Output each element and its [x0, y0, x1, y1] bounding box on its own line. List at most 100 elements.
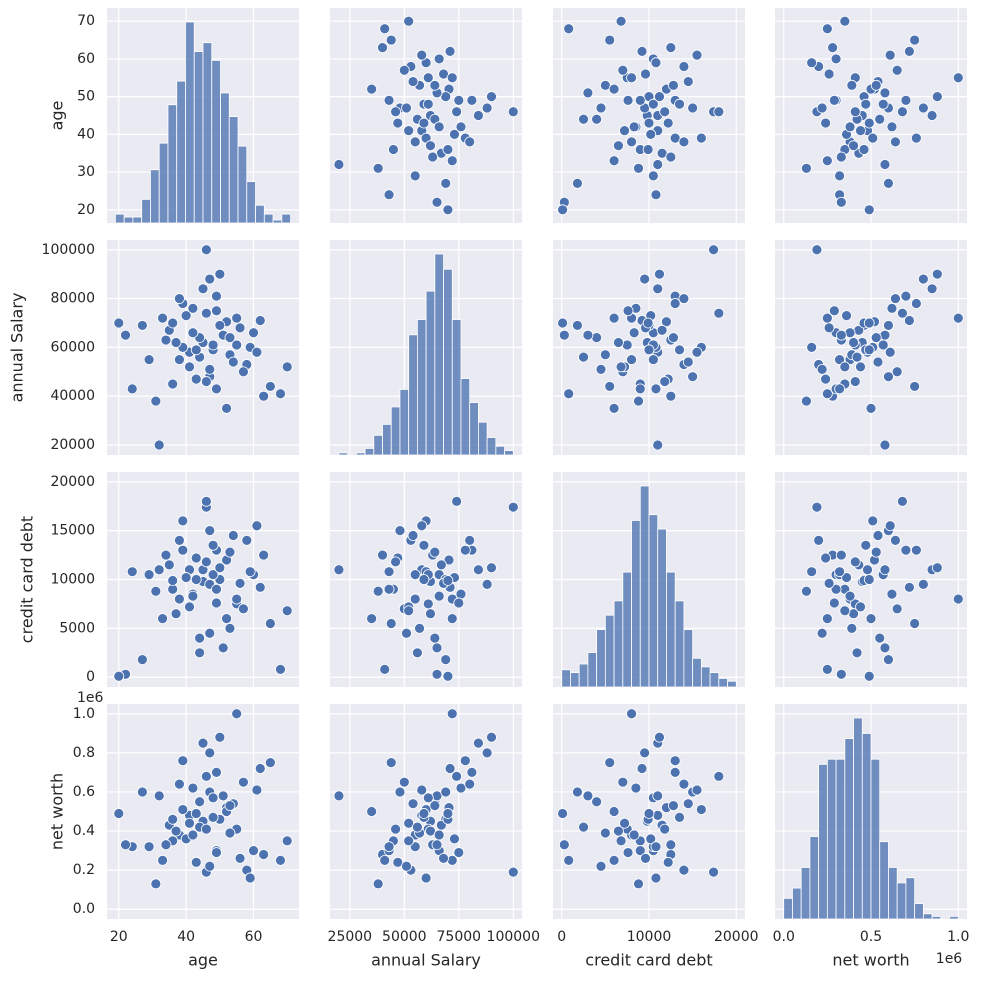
histogram-bar [818, 763, 828, 920]
histogram-bar [700, 666, 711, 688]
scatter-point [385, 757, 397, 769]
scatter-point [652, 790, 664, 802]
scatter-point [333, 564, 345, 576]
scatter-point [254, 763, 266, 774]
histogram-bar [800, 867, 811, 920]
x-tick-label: 10000 [627, 929, 672, 945]
scatter-point [281, 835, 293, 847]
y-tick-label: 60000 [50, 339, 95, 355]
scatter-point [691, 784, 703, 796]
scatter-point [884, 49, 896, 61]
x-tick-label: 1.0 [947, 929, 969, 945]
scatter-point [682, 798, 694, 810]
panel-background [107, 704, 299, 919]
scatter-point [917, 578, 929, 590]
scatter-point [811, 244, 823, 256]
scatter-point [238, 366, 249, 378]
scatter-point [604, 381, 616, 392]
histogram-bar [596, 629, 606, 688]
scatter-point [275, 854, 286, 866]
y-tick-label: 40000 [50, 388, 95, 404]
scatter-point [435, 559, 447, 571]
panel [775, 240, 967, 455]
scatter-point [640, 853, 651, 864]
scatter-point [407, 76, 419, 87]
scatter-point [204, 525, 216, 537]
scatter-point [200, 823, 212, 835]
histogram-bar [870, 758, 881, 920]
scatter-point [626, 708, 637, 720]
scatter-point [647, 98, 659, 110]
scatter-point [877, 98, 889, 110]
scatter-point [582, 329, 594, 341]
scatter-point [394, 525, 406, 537]
scatter-point [197, 283, 209, 295]
histogram-bar [434, 253, 444, 456]
scatter-point [863, 317, 875, 329]
scatter-point [401, 102, 412, 114]
scatter-point [879, 564, 891, 576]
scatter-point [224, 546, 236, 558]
scatter-point [634, 383, 646, 395]
histogram-bar [382, 424, 392, 456]
scatter-point [909, 381, 921, 392]
scatter-point [604, 34, 616, 46]
scatter-point [429, 546, 441, 558]
scatter-point [615, 835, 627, 847]
histogram-bar [272, 219, 283, 224]
scatter-point [440, 177, 452, 189]
scatter-point [221, 402, 232, 414]
scatter-point [473, 110, 484, 121]
histogram-bar [486, 437, 497, 456]
scatter-point [883, 371, 894, 383]
scatter-point [821, 23, 833, 35]
scatter-point [879, 159, 891, 170]
panel [107, 472, 299, 687]
scatter-point [630, 782, 642, 794]
histogram-bar [922, 913, 933, 920]
scatter-point [442, 808, 454, 819]
scatter-point [227, 530, 239, 541]
histogram-bar [220, 92, 230, 224]
scatter-point [207, 539, 219, 551]
scatter-point [846, 622, 858, 634]
histogram-bar [861, 733, 872, 920]
scatter-point [254, 315, 266, 326]
scatter-point [167, 575, 179, 586]
scatter-point [855, 601, 866, 613]
scatter-point [628, 327, 640, 339]
scatter-point [455, 121, 467, 133]
scatter-point [160, 549, 172, 561]
scatter-point [909, 618, 921, 629]
histogram-bar [338, 452, 349, 456]
scatter-point [619, 817, 630, 829]
scatter-point [153, 439, 165, 451]
scatter-point [678, 136, 690, 148]
scatter-point [120, 839, 131, 851]
scatter-point [238, 776, 249, 788]
scatter-point [662, 117, 674, 129]
scatter-point [217, 790, 229, 802]
scatter-point [563, 23, 575, 35]
scatter-point [678, 864, 690, 876]
scatter-point [563, 388, 575, 400]
scatter-point [385, 618, 397, 629]
scatter-point [801, 395, 812, 407]
histogram-bar [905, 877, 916, 920]
scatter-point [665, 390, 677, 402]
scatter-point [372, 585, 384, 597]
histogram-bar [425, 290, 436, 456]
scatter-point [390, 556, 401, 568]
scatter-point [865, 613, 877, 624]
panel [107, 240, 299, 455]
scatter-point [557, 808, 568, 819]
scatter-point [879, 87, 891, 99]
scatter-point [931, 91, 943, 103]
scatter-point [214, 562, 226, 574]
scatter-point [613, 140, 624, 152]
scatter-point [211, 583, 222, 595]
y-tick-label: 0 [86, 669, 95, 685]
y-tick-label: 20 [77, 202, 95, 218]
histogram-bar [373, 434, 383, 456]
scatter-point [113, 317, 125, 329]
